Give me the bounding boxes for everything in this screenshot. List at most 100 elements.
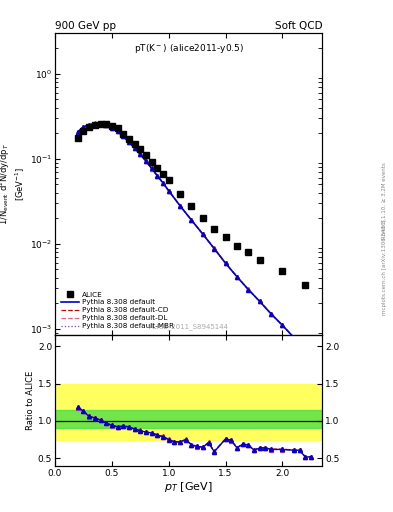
Pythia 8.308 default-DL: [314, 357, 319, 363]
Pythia 8.308 default-DL: [292, 334, 296, 340]
Pythia 8.308 default-MBR: [75, 129, 80, 135]
Pythia 8.308 default-CD: [257, 298, 262, 305]
Pythia 8.308 default-DL: [246, 286, 251, 292]
Pythia 8.308 default: [121, 133, 126, 139]
Pythia 8.308 default-MBR: [269, 311, 274, 317]
ALICE: [87, 124, 92, 131]
Pythia 8.308 default-DL: [200, 231, 205, 237]
Text: pT(K$^-$) (alice2011-y0.5): pT(K$^-$) (alice2011-y0.5): [134, 42, 244, 55]
Pythia 8.308 default-DL: [92, 120, 97, 126]
Pythia 8.308 default-DL: [303, 346, 308, 352]
Pythia 8.308 default-DL: [75, 129, 80, 135]
Pythia 8.308 default-MBR: [257, 298, 262, 305]
Pythia 8.308 default-DL: [155, 173, 160, 179]
Pythia 8.308 default-DL: [257, 298, 262, 305]
Pythia 8.308 default-CD: [200, 231, 205, 237]
Pythia 8.308 default-MBR: [132, 145, 137, 151]
Pythia 8.308 default-MBR: [98, 121, 103, 127]
Text: ALICE_2011_S8945144: ALICE_2011_S8945144: [149, 324, 229, 330]
Pythia 8.308 default: [235, 273, 239, 280]
Pythia 8.308 default-MBR: [155, 173, 160, 179]
ALICE: [303, 282, 308, 288]
Pythia 8.308 default-CD: [98, 121, 103, 127]
Text: mcplots.cern.ch [arXiv:1306.3436]: mcplots.cern.ch [arXiv:1306.3436]: [382, 220, 387, 315]
ALICE: [75, 135, 80, 141]
Pythia 8.308 default-CD: [81, 124, 86, 130]
Pythia 8.308 default-DL: [121, 133, 126, 139]
Pythia 8.308 default-DL: [98, 121, 103, 127]
Pythia 8.308 default-MBR: [92, 120, 97, 126]
Pythia 8.308 default-MBR: [104, 122, 108, 129]
Pythia 8.308 default-MBR: [292, 334, 296, 340]
Pythia 8.308 default-CD: [121, 133, 126, 139]
Pythia 8.308 default-MBR: [314, 357, 319, 363]
Pythia 8.308 default-DL: [161, 180, 165, 186]
Legend: ALICE, Pythia 8.308 default, Pythia 8.308 default-CD, Pythia 8.308 default-DL, P: ALICE, Pythia 8.308 default, Pythia 8.30…: [59, 289, 176, 331]
Pythia 8.308 default: [269, 311, 274, 317]
ALICE: [161, 171, 165, 177]
Pythia 8.308 default-CD: [314, 357, 319, 363]
Pythia 8.308 default-CD: [161, 180, 165, 186]
Pythia 8.308 default-DL: [115, 129, 120, 135]
Pythia 8.308 default-MBR: [200, 231, 205, 237]
Pythia 8.308 default-DL: [269, 311, 274, 317]
Pythia 8.308 default-MBR: [110, 125, 114, 131]
Y-axis label: 1/N$_{\mathrm{event}}$ d$^2$N/dy/dp$_T$
[GeV$^{-1}$]: 1/N$_{\mathrm{event}}$ d$^2$N/dy/dp$_T$ …: [0, 143, 27, 225]
Pythia 8.308 default-MBR: [246, 287, 251, 293]
Pythia 8.308 default-DL: [223, 260, 228, 266]
Pythia 8.308 default-CD: [127, 139, 131, 145]
Pythia 8.308 default: [161, 180, 165, 186]
Line: Pythia 8.308 default: Pythia 8.308 default: [78, 123, 317, 360]
Pythia 8.308 default-CD: [92, 120, 97, 126]
Pythia 8.308 default-DL: [143, 158, 148, 164]
Pythia 8.308 default: [138, 151, 143, 157]
Pythia 8.308 default-CD: [115, 129, 120, 135]
ALICE: [280, 268, 285, 274]
ALICE: [110, 123, 114, 129]
Pythia 8.308 default: [200, 231, 205, 237]
Line: Pythia 8.308 default-DL: Pythia 8.308 default-DL: [78, 123, 317, 360]
Y-axis label: Ratio to ALICE: Ratio to ALICE: [26, 371, 35, 430]
Pythia 8.308 default-MBR: [212, 246, 217, 252]
Pythia 8.308 default-CD: [110, 125, 114, 131]
Pythia 8.308 default-DL: [104, 122, 108, 129]
Pythia 8.308 default-CD: [303, 346, 308, 352]
Pythia 8.308 default: [178, 203, 182, 209]
X-axis label: $p_T$ [GeV]: $p_T$ [GeV]: [164, 480, 213, 495]
Pythia 8.308 default-DL: [132, 145, 137, 151]
Line: Pythia 8.308 default-MBR: Pythia 8.308 default-MBR: [78, 123, 317, 360]
Pythia 8.308 default-CD: [149, 165, 154, 172]
Pythia 8.308 default: [292, 334, 296, 340]
Pythia 8.308 default-CD: [212, 245, 217, 251]
ALICE: [143, 152, 148, 158]
Pythia 8.308 default-MBR: [115, 129, 120, 135]
Pythia 8.308 default-CD: [138, 151, 143, 157]
Pythia 8.308 default-MBR: [81, 124, 86, 130]
Pythia 8.308 default-MBR: [189, 217, 194, 223]
Pythia 8.308 default-CD: [87, 122, 92, 128]
Pythia 8.308 default-CD: [178, 203, 182, 209]
ALICE: [149, 159, 154, 165]
Pythia 8.308 default-DL: [149, 165, 154, 172]
Pythia 8.308 default-CD: [132, 145, 137, 151]
ALICE: [189, 203, 194, 209]
Pythia 8.308 default-DL: [235, 273, 239, 280]
Pythia 8.308 default-CD: [155, 173, 160, 179]
Pythia 8.308 default-DL: [87, 122, 92, 128]
Line: ALICE: ALICE: [75, 121, 308, 288]
Pythia 8.308 default: [303, 346, 308, 352]
Pythia 8.308 default: [223, 260, 228, 266]
Pythia 8.308 default: [246, 286, 251, 292]
ALICE: [212, 226, 217, 232]
Pythia 8.308 default-CD: [280, 322, 285, 328]
Pythia 8.308 default: [87, 122, 92, 128]
Pythia 8.308 default: [81, 124, 86, 130]
Pythia 8.308 default-MBR: [127, 139, 131, 145]
Pythia 8.308 default-DL: [138, 151, 143, 157]
Pythia 8.308 default-DL: [127, 139, 131, 145]
Pythia 8.308 default: [115, 129, 120, 135]
Pythia 8.308 default: [166, 188, 171, 194]
ALICE: [115, 125, 120, 132]
Pythia 8.308 default-CD: [292, 334, 296, 340]
Pythia 8.308 default-DL: [166, 188, 171, 194]
